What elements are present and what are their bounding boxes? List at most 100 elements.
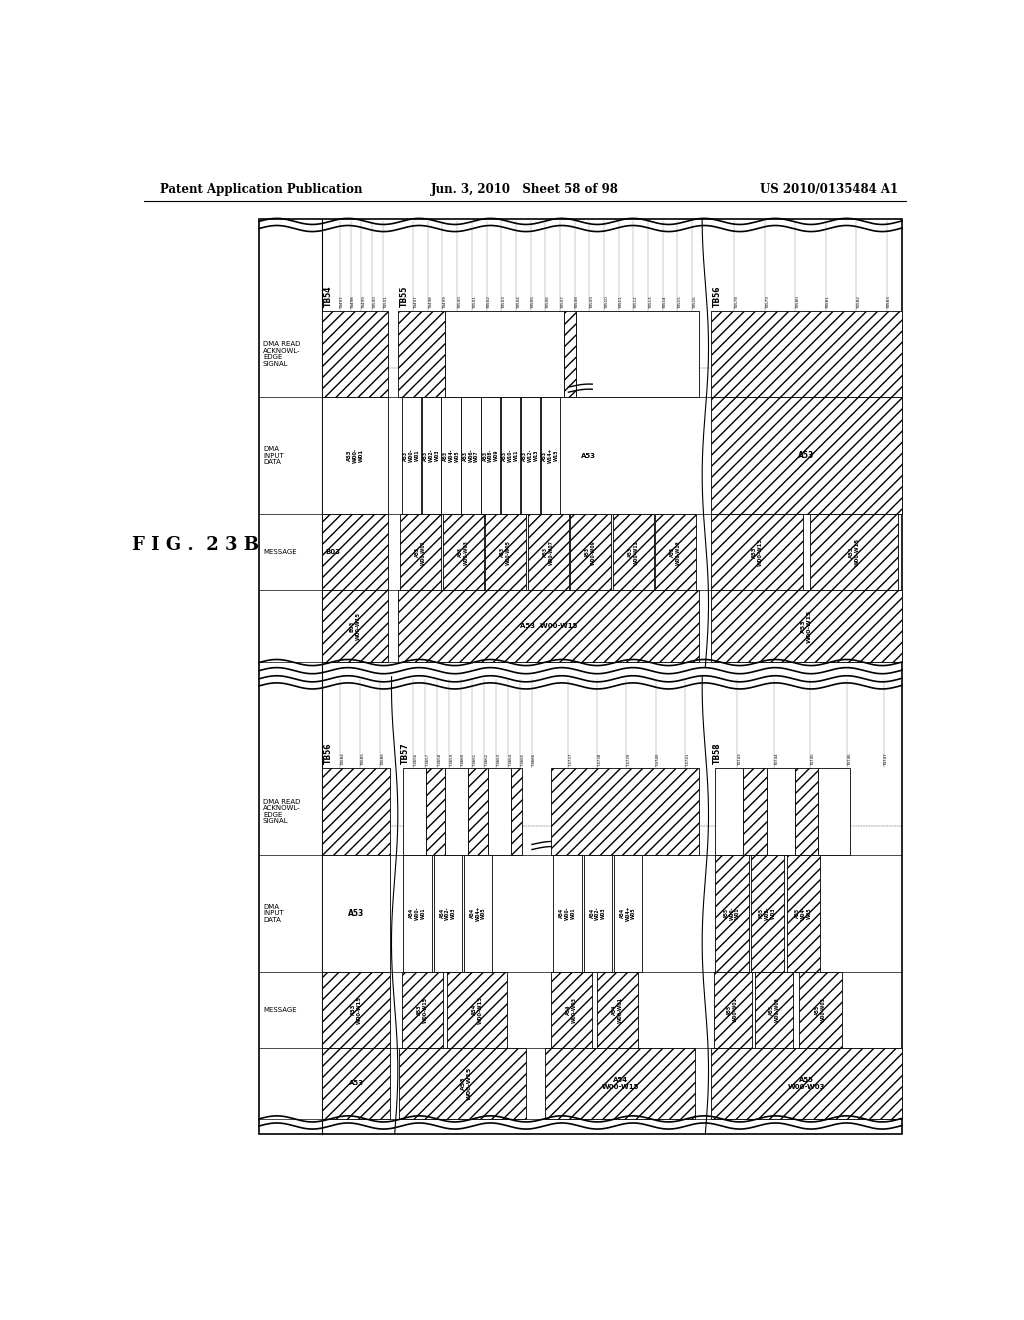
Text: MESSAGE: MESSAGE — [263, 1007, 297, 1012]
Text: T4511: T4511 — [620, 296, 624, 309]
Text: T4661: T4661 — [473, 754, 477, 766]
Bar — [399, 1048, 525, 1119]
Bar — [323, 1048, 390, 1119]
Text: T4664: T4664 — [509, 754, 513, 766]
Text: T4585: T4585 — [360, 754, 365, 766]
Bar — [712, 515, 803, 590]
Bar — [551, 972, 592, 1048]
Text: T4502: T4502 — [487, 296, 492, 309]
Bar — [401, 397, 421, 515]
Bar — [755, 972, 793, 1048]
Bar — [570, 515, 611, 590]
Bar — [464, 854, 493, 972]
Bar — [553, 854, 582, 972]
Text: T4514: T4514 — [664, 296, 668, 309]
Bar — [323, 768, 390, 854]
Bar — [462, 397, 480, 515]
Text: MESSAGE: MESSAGE — [263, 549, 297, 556]
Bar — [714, 972, 752, 1048]
Bar — [612, 515, 653, 590]
Text: A53
W00-W15: A53 W00-W15 — [752, 539, 763, 566]
Text: T4513: T4513 — [649, 296, 653, 309]
Text: A54
W02-
W03: A54 W02- W03 — [590, 907, 606, 920]
Bar — [426, 768, 445, 854]
Text: B03
W00-W15: B03 W00-W15 — [350, 612, 360, 640]
Text: T4746: T4746 — [848, 754, 852, 766]
Bar — [445, 768, 468, 854]
Text: T4499: T4499 — [362, 296, 367, 309]
Text: Jun. 3, 2010   Sheet 58 of 98: Jun. 3, 2010 Sheet 58 of 98 — [431, 183, 618, 197]
Text: A53
W14+
W15: A53 W14+ W15 — [542, 447, 559, 463]
Text: T4743: T4743 — [738, 754, 742, 766]
Text: TB56: TB56 — [713, 285, 722, 306]
Bar — [323, 515, 388, 590]
Text: T4666: T4666 — [532, 754, 537, 766]
Text: A53
W12-
W13: A53 W12- W13 — [522, 449, 539, 462]
Text: A55
W00-W03: A55 W00-W03 — [815, 998, 825, 1022]
Text: T4581: T4581 — [826, 296, 830, 309]
Bar — [786, 854, 820, 972]
Text: DMA
INPUT
DATA: DMA INPUT DATA — [263, 446, 284, 465]
Text: A53
W10-
W11: A53 W10- W11 — [503, 449, 519, 462]
Bar — [564, 312, 577, 397]
Text: A53: A53 — [348, 1080, 364, 1086]
Text: T4741: T4741 — [686, 754, 689, 766]
Text: T4497: T4497 — [341, 296, 344, 309]
Bar — [400, 515, 441, 590]
Bar — [468, 768, 487, 854]
Text: A53
W00-W09: A53 W00-W09 — [586, 540, 596, 565]
Text: T4580: T4580 — [796, 296, 800, 309]
Bar — [323, 854, 390, 972]
Text: T4579: T4579 — [766, 296, 770, 309]
Text: A53
W00-W15: A53 W00-W15 — [849, 539, 859, 566]
Text: A54
W02-
W03: A54 W02- W03 — [439, 907, 456, 920]
Text: A53
W00-W07: A53 W00-W07 — [543, 540, 554, 565]
Text: A53
W00-W05: A53 W00-W05 — [501, 540, 511, 565]
Text: T4662: T4662 — [485, 754, 489, 766]
Bar — [433, 854, 462, 972]
Bar — [810, 515, 898, 590]
Text: T4509: T4509 — [590, 296, 594, 309]
Text: T4499: T4499 — [443, 296, 447, 309]
Bar — [481, 397, 501, 515]
Text: A54
W00-W15: A54 W00-W15 — [602, 1077, 639, 1090]
Bar — [715, 768, 743, 854]
Text: DMA READ
ACKNOWL-
EDGE
SIGNAL: DMA READ ACKNOWL- EDGE SIGNAL — [263, 799, 300, 824]
Bar — [597, 972, 638, 1048]
Text: T4510: T4510 — [605, 296, 608, 309]
Text: A55
W00-
W01: A55 W00- W01 — [724, 907, 740, 920]
Text: T4658: T4658 — [437, 754, 441, 766]
Text: A54
W04+
W05: A54 W04+ W05 — [620, 906, 636, 921]
Text: T4586: T4586 — [381, 754, 385, 766]
Bar — [397, 590, 699, 661]
Text: T4497: T4497 — [414, 296, 418, 309]
Text: T4657: T4657 — [426, 754, 430, 766]
Bar — [712, 312, 902, 397]
Bar — [743, 768, 767, 854]
Text: A53
W00-W15: A53 W00-W15 — [417, 997, 428, 1023]
Text: A54
W00-W03: A54 W00-W03 — [566, 997, 577, 1023]
Bar — [447, 972, 507, 1048]
Text: T4583: T4583 — [888, 296, 891, 309]
Bar — [767, 768, 795, 854]
Bar — [577, 312, 699, 397]
Text: A53: A53 — [799, 451, 815, 461]
Text: T4507: T4507 — [561, 296, 564, 309]
Bar — [445, 312, 564, 397]
Bar — [485, 515, 526, 590]
Text: TB56: TB56 — [324, 743, 333, 764]
Text: A53
W00-
W01: A53 W00- W01 — [347, 447, 364, 463]
Text: A53  W00-W15: A53 W00-W15 — [520, 623, 578, 628]
Text: T4512: T4512 — [634, 296, 638, 309]
Text: A55
W04-
W05: A55 W04- W05 — [795, 907, 812, 920]
Text: T4663: T4663 — [497, 754, 501, 766]
Bar — [715, 854, 749, 972]
Text: TB57: TB57 — [401, 743, 410, 764]
Text: A53
W00-W15: A53 W00-W15 — [351, 995, 361, 1023]
Bar — [712, 590, 902, 661]
Text: T4737: T4737 — [568, 754, 572, 766]
Text: T4747: T4747 — [885, 754, 888, 766]
Text: T4501: T4501 — [384, 296, 388, 309]
Bar — [751, 854, 784, 972]
Text: T4498: T4498 — [351, 296, 355, 309]
